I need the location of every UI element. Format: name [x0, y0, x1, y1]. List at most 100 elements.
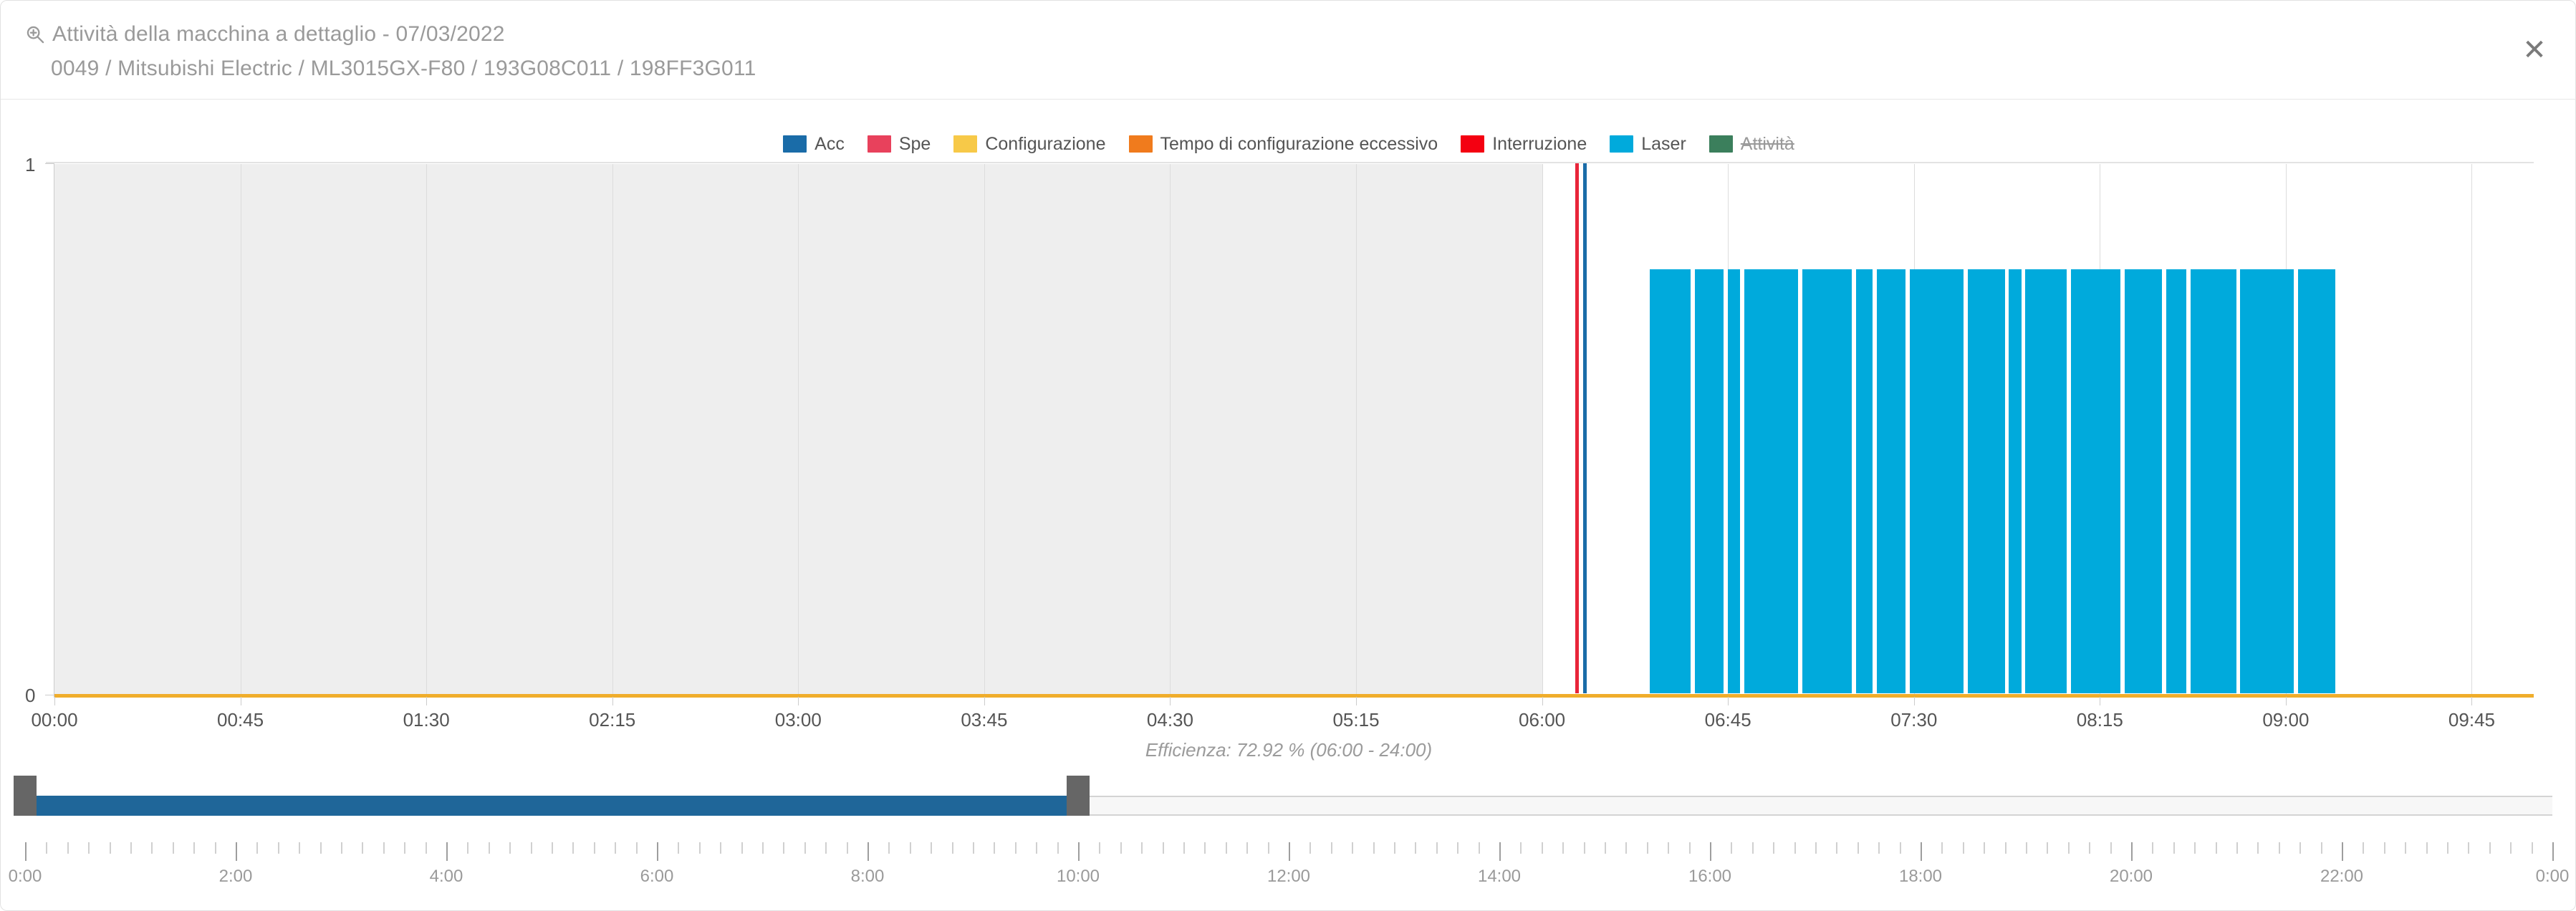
navigator-minor-tick: [2194, 842, 2196, 854]
legend-item-acc[interactable]: Acc: [783, 134, 845, 155]
gridline: [2471, 164, 2473, 697]
navigator-tick-label: 0:00: [2535, 867, 2570, 886]
navigator-minor-tick: [509, 842, 511, 854]
navigator-major-tick: [657, 842, 658, 861]
laser-bar[interactable]: [2009, 269, 2022, 693]
navigator-minor-tick: [1014, 842, 1017, 854]
legend-item-laser[interactable]: Laser: [1610, 134, 1686, 155]
legend-item-configurazione[interactable]: Configurazione: [953, 134, 1106, 155]
y-axis-label-min: 0: [25, 685, 36, 706]
navigator-major-tick: [446, 842, 448, 861]
range-selector-handle-right[interactable]: [1067, 776, 1090, 816]
gridline: [798, 164, 799, 697]
acc-marker-bar[interactable]: [1583, 163, 1587, 693]
laser-bar[interactable]: [2070, 269, 2121, 693]
laser-bar[interactable]: [1967, 269, 2005, 693]
legend-item-tempo-di-configurazione-eccessivo[interactable]: Tempo di configurazione eccessivo: [1128, 134, 1438, 155]
interruzione-marker-bar[interactable]: [1575, 163, 1579, 693]
laser-bar[interactable]: [2166, 269, 2187, 693]
close-icon[interactable]: ✕: [2522, 34, 2547, 67]
navigator-minor-tick: [1394, 842, 1395, 854]
navigator-minor-tick: [341, 842, 342, 854]
legend-label: Acc: [814, 133, 845, 154]
laser-bar[interactable]: [1744, 269, 1799, 693]
navigator-tick-label: 8:00: [850, 867, 885, 886]
navigator-minor-tick: [1267, 842, 1269, 854]
navigator-minor-tick: [2152, 842, 2154, 854]
navigator-minor-tick: [2110, 842, 2112, 854]
navigator-minor-tick: [319, 842, 322, 854]
legend-label: Interruzione: [1492, 133, 1587, 154]
legend-item-interruzione[interactable]: Interruzione: [1461, 134, 1587, 155]
x-tick-label: 04:30: [1146, 709, 1193, 731]
laser-bar[interactable]: [1728, 269, 1741, 693]
magnifier-plus-icon: [25, 24, 45, 44]
navigator-minor-tick: [67, 842, 69, 854]
navigator-minor-tick: [1373, 842, 1375, 854]
laser-bar[interactable]: [1802, 269, 1852, 693]
navigator-minor-tick: [2320, 842, 2322, 854]
x-tick-mark: [1913, 697, 1915, 705]
navigator-minor-tick: [1836, 842, 1838, 854]
navigator-major-tick: [1499, 842, 1501, 861]
navigator-tick-label: 16:00: [1688, 867, 1732, 886]
navigator-minor-tick: [741, 842, 743, 854]
laser-bar[interactable]: [2191, 269, 2236, 693]
configurazione-baseline-series: [54, 694, 2534, 698]
laser-bar[interactable]: [1876, 269, 1906, 693]
navigator-minor-tick: [277, 842, 279, 854]
legend-swatch-icon: [1708, 135, 1733, 153]
navigator-minor-tick: [572, 842, 575, 854]
y-axis-label-max: 1: [25, 154, 36, 175]
range-selector-selection[interactable]: [25, 796, 1078, 816]
breadcrumb: 0049 / Mitsubishi Electric / ML3015GX-F8…: [51, 57, 756, 80]
x-tick-mark: [612, 697, 613, 705]
navigator-minor-tick: [2510, 842, 2512, 854]
laser-bar[interactable]: [2124, 269, 2162, 693]
navigator-minor-tick: [1204, 842, 1206, 854]
navigator-major-tick: [1710, 842, 1711, 861]
plot-top-line: [46, 162, 2534, 163]
navigator-minor-tick: [1246, 842, 1249, 854]
navigator-major-tick: [2131, 842, 2133, 861]
laser-bar[interactable]: [2240, 269, 2294, 693]
y-tick-max: [45, 163, 54, 164]
navigator-minor-tick: [678, 842, 680, 854]
x-tick-label: 00:45: [217, 709, 264, 731]
dialog-title-row: Attività della macchina a dettaglio - 07…: [25, 22, 505, 47]
range-selector-handle-left[interactable]: [14, 776, 37, 816]
navigator-tick-label: 22:00: [2320, 867, 2364, 886]
laser-bar[interactable]: [1855, 269, 1873, 693]
navigator-minor-tick: [2236, 842, 2238, 854]
legend-item-attivit[interactable]: Attività: [1708, 134, 1794, 155]
navigator-minor-tick: [720, 842, 722, 854]
x-tick-label: 05:15: [1332, 709, 1380, 731]
gridline: [426, 164, 428, 697]
navigator-tick-label: 18:00: [1898, 867, 1943, 886]
navigator-minor-tick: [2363, 842, 2365, 854]
x-tick-label: 07:30: [1890, 709, 1938, 731]
laser-bar[interactable]: [1695, 269, 1724, 693]
gridline: [1170, 164, 1171, 697]
navigator-minor-tick: [1183, 842, 1185, 854]
efficiency-caption: Efficienza: 72.92 % (06:00 - 24:00): [1145, 739, 1433, 761]
laser-bar[interactable]: [2298, 269, 2336, 693]
navigator-major-tick: [1078, 842, 1080, 861]
laser-bar[interactable]: [2025, 269, 2067, 693]
legend-swatch-icon: [783, 135, 807, 153]
range-selector[interactable]: [14, 776, 2552, 826]
x-tick-label: 06:00: [1519, 709, 1566, 731]
laser-bar[interactable]: [1649, 269, 1691, 693]
navigator-tick-label: 0:00: [8, 867, 42, 886]
navigator-tick-label: 12:00: [1267, 867, 1311, 886]
navigator-minor-tick: [383, 842, 385, 854]
navigator-minor-tick: [1583, 842, 1585, 854]
x-axis: 00:00 00:45 01:30 02:15 03:00 03:45 04:30 05:15…: [1, 697, 2576, 740]
navigator-minor-tick: [467, 842, 469, 854]
x-tick-label: 09:00: [2262, 709, 2310, 731]
navigator-minor-tick: [2026, 842, 2027, 854]
navigator-minor-tick: [994, 842, 996, 854]
legend-item-spe[interactable]: Spe: [867, 134, 931, 155]
laser-bar[interactable]: [1909, 269, 1964, 693]
navigator-minor-tick: [1436, 842, 1438, 854]
